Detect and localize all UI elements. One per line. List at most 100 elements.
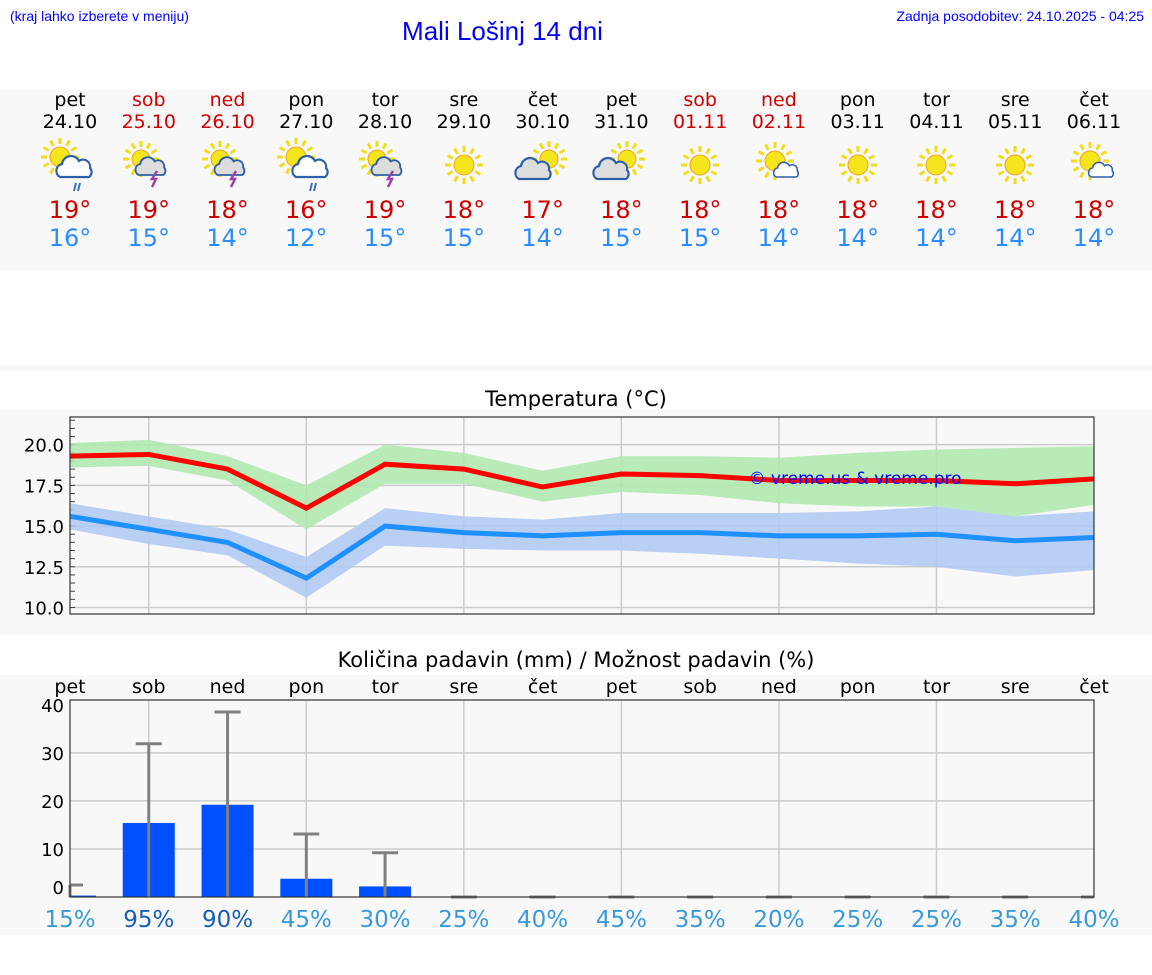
min-temperature: 15° xyxy=(678,224,722,252)
max-temperature: 17° xyxy=(521,196,564,224)
day-name: čet xyxy=(527,89,558,111)
min-temperature: 12° xyxy=(285,224,328,252)
max-temperature: 19° xyxy=(127,196,171,224)
y-tick-label: 20 xyxy=(41,792,64,813)
forecast-day: tor 28.10 19° 15° xyxy=(345,90,425,252)
forecast-day: čet 06.11 18° 14° xyxy=(1054,90,1134,252)
x-category-label: čet xyxy=(528,676,558,698)
max-temperature: 18° xyxy=(678,196,722,224)
min-temperature: 14° xyxy=(521,224,564,252)
watermark: © vreme.us & vreme.pro xyxy=(748,469,961,489)
sun-icon xyxy=(818,134,898,196)
max-temperature: 19° xyxy=(48,196,92,224)
precipitation-probability: 25% xyxy=(832,907,883,933)
day-name: sob xyxy=(683,89,717,111)
x-category-label: tor xyxy=(923,676,950,698)
day-name: sre xyxy=(449,89,479,111)
y-tick-label: 0 xyxy=(53,878,64,899)
day-date: 27.10 xyxy=(279,111,334,133)
precipitation-probability: 95% xyxy=(123,907,174,933)
y-tick-label: 17.5 xyxy=(24,476,64,497)
day-name: ned xyxy=(761,89,797,111)
x-category-label: sob xyxy=(683,676,717,698)
sun-icon xyxy=(896,134,976,196)
x-category-label: sob xyxy=(132,676,166,698)
day-name: pon xyxy=(839,89,876,111)
x-category-label: tor xyxy=(372,676,399,698)
x-category-label: pet xyxy=(606,676,637,698)
max-temperature: 18° xyxy=(757,196,801,224)
min-temperature: 14° xyxy=(1072,224,1116,252)
x-category-label: pon xyxy=(288,676,324,698)
sun-thunderstorm-icon xyxy=(188,134,268,196)
min-temperature: 15° xyxy=(127,224,171,252)
day-date: 06.11 xyxy=(1066,111,1122,133)
forecast-strip xyxy=(0,90,1152,270)
max-temperature: 18° xyxy=(600,196,643,224)
day-date: 02.11 xyxy=(751,111,807,133)
forecast-day: sob 01.11 18° 15° xyxy=(660,90,740,252)
min-temperature: 14° xyxy=(993,224,1037,252)
precipitation-bar xyxy=(70,895,96,897)
x-category-label: sre xyxy=(449,676,478,698)
day-date: 28.10 xyxy=(357,111,413,133)
precipitation-panel xyxy=(0,675,1152,935)
day-date: 01.11 xyxy=(672,111,728,133)
forecast-day: tor 04.11 18° 14° xyxy=(896,90,976,252)
y-tick-label: 30 xyxy=(41,744,64,765)
sun-cloud-rain-icon xyxy=(30,134,110,196)
precipitation-probability: 40% xyxy=(517,907,568,933)
forecast-day: pet 24.10 19° 16° xyxy=(30,90,110,252)
precipitation-chart-title: Količina padavin (mm) / Možnost padavin … xyxy=(337,648,815,672)
precipitation-probability: 40% xyxy=(1068,907,1119,933)
y-tick-label: 10.0 xyxy=(24,598,64,619)
day-name: pet xyxy=(605,89,637,111)
precipitation-probability: 30% xyxy=(360,907,411,933)
max-temperature-line xyxy=(69,451,1095,511)
x-category-label: pon xyxy=(840,676,876,698)
min-temperature: 14° xyxy=(915,224,958,252)
location-hint: (kraj lahko izberete v meniju) xyxy=(10,8,189,24)
cloud-sun-icon xyxy=(503,134,583,196)
min-temperature: 14° xyxy=(206,224,249,252)
day-date: 04.11 xyxy=(909,111,964,133)
sun-icon xyxy=(424,134,504,196)
max-temperature: 18° xyxy=(442,196,486,224)
forecast-day: ned 02.11 18° 14° xyxy=(739,90,819,252)
forecast-day: ned 26.10 18° 14° xyxy=(188,90,268,252)
x-category-label: ned xyxy=(761,676,797,698)
precipitation-probability: 35% xyxy=(990,907,1041,933)
plot-frame xyxy=(69,416,1095,615)
precipitation-probability: 25% xyxy=(911,907,962,933)
sun-icon xyxy=(660,134,740,196)
precipitation-probability: 15% xyxy=(44,907,95,933)
y-tick-label: 12.5 xyxy=(24,558,64,579)
max-temperature: 18° xyxy=(915,196,958,224)
day-name: tor xyxy=(923,89,950,111)
precipitation-probability: 90% xyxy=(202,907,253,933)
last-updated: Zadnja posodobitev: 24.10.2025 - 04:25 xyxy=(896,8,1144,24)
forecast-day: sre 29.10 18° 15° xyxy=(424,90,504,252)
precipitation-probability: 25% xyxy=(438,907,489,933)
day-name: ned xyxy=(209,89,246,111)
min-temperature: 14° xyxy=(757,224,801,252)
precipitation-probability: 45% xyxy=(281,907,332,933)
day-date: 05.11 xyxy=(988,111,1043,133)
x-category-label: čet xyxy=(1079,676,1109,698)
max-range-band xyxy=(70,439,1094,530)
cloud-sun-icon xyxy=(581,134,661,196)
page-title: Mali Lošinj 14 dni xyxy=(402,16,603,46)
sun-cloud-rain-icon xyxy=(266,134,346,196)
min-temperature-line xyxy=(69,513,1095,582)
sun-icon xyxy=(975,134,1055,196)
x-category-label: pet xyxy=(54,676,85,698)
max-temperature: 18° xyxy=(1072,196,1116,224)
day-name: tor xyxy=(371,89,399,111)
max-temperature: 18° xyxy=(993,196,1037,224)
day-date: 29.10 xyxy=(436,111,492,133)
y-tick-label: 40 xyxy=(41,696,64,717)
forecast-day: pon 27.10 16° 12° xyxy=(266,90,346,252)
day-name: sre xyxy=(1000,89,1030,111)
precipitation-probability: 45% xyxy=(596,907,647,933)
plot-frame xyxy=(69,699,1095,898)
